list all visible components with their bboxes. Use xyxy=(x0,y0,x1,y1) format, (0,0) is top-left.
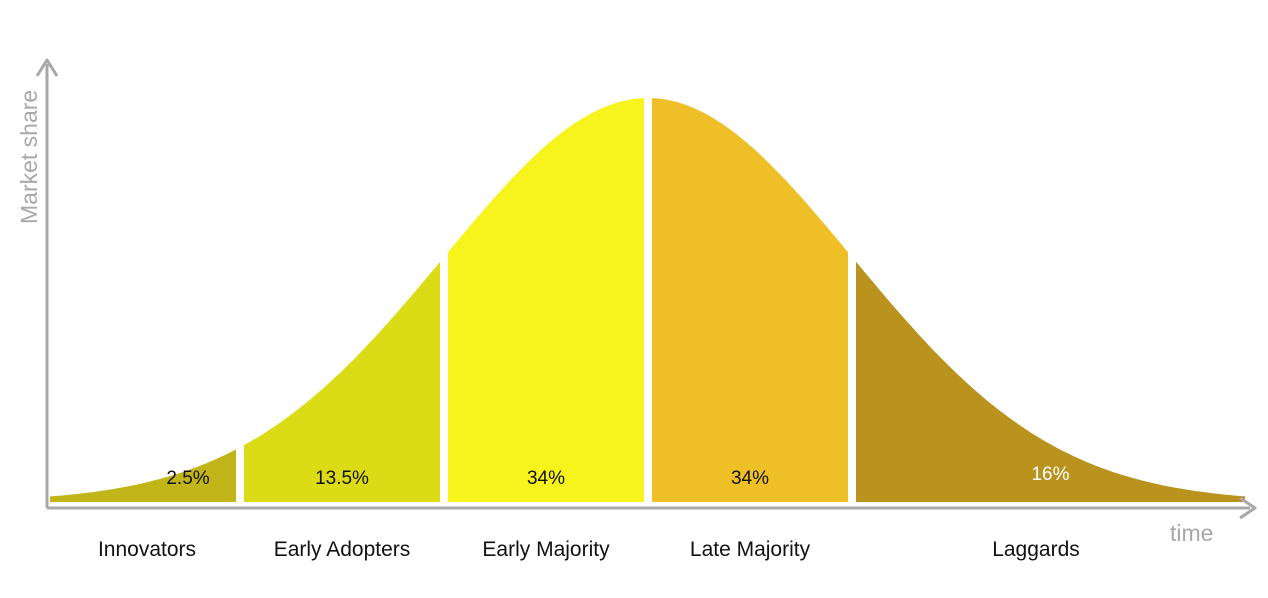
x-axis-arrowhead xyxy=(1239,496,1257,520)
segment-early-majority xyxy=(448,98,644,502)
category-label: Late Majority xyxy=(690,538,811,561)
share-label: 34% xyxy=(527,468,565,489)
share-label: 2.5% xyxy=(166,468,209,489)
curve-segments xyxy=(50,98,1245,502)
share-label: 13.5% xyxy=(315,468,369,489)
category-label: Laggards xyxy=(992,538,1080,561)
category-label: Early Adopters xyxy=(274,538,411,561)
segment-early-adopters xyxy=(244,261,440,502)
share-label: 16% xyxy=(1031,464,1069,485)
category-label: Innovators xyxy=(98,538,196,561)
segment-innovators xyxy=(50,449,236,502)
category-labels: Innovators Early Adopters Early Majority La… xyxy=(98,538,1080,561)
y-axis-arrowhead xyxy=(35,58,59,77)
share-label: 34% xyxy=(731,468,769,489)
segment-laggards xyxy=(856,261,1245,502)
y-axis-label: Market share xyxy=(16,90,42,224)
axes: Market share time xyxy=(16,58,1257,546)
category-label: Early Majority xyxy=(482,538,610,561)
x-axis-label: time xyxy=(1170,520,1213,546)
share-labels: 2.5% 13.5% 34% 34% 16% xyxy=(166,464,1069,489)
segment-late-majority xyxy=(652,98,848,502)
